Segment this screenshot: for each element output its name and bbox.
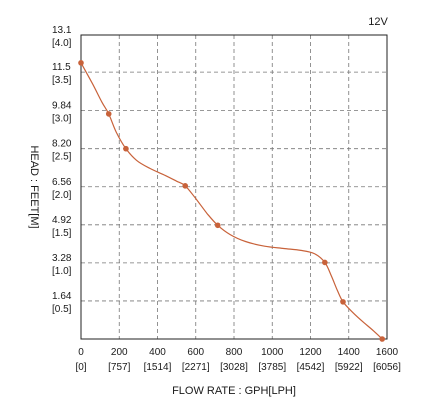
x-tick-label: 400	[149, 347, 166, 358]
y-tick-sublabel: [1.0]	[52, 266, 72, 277]
y-tick-sublabel: [2.0]	[52, 190, 72, 201]
grid-lines	[81, 35, 387, 339]
x-tick-label: 0	[78, 347, 84, 358]
y-tick-label: 9.84	[52, 101, 72, 112]
y-axis-title: HEAD : FEET[M]	[28, 145, 40, 228]
x-axis-ticks: 0 [0] 200 [757] 400 [1514] 600 [2271] 800 [3028] 1…	[75, 347, 401, 373]
data-point-marker	[322, 259, 328, 266]
plot-frame	[80, 34, 388, 340]
data-point-marker	[340, 299, 346, 305]
pump-curve-line	[80, 62, 383, 340]
x-tick-label: 600	[187, 347, 204, 358]
x-tick-label: 1400	[338, 347, 361, 358]
x-tick-sublabel: [757]	[108, 362, 130, 373]
y-tick-sublabel: [1.5]	[52, 228, 72, 239]
x-axis-title: FLOW RATE : GPH[LPH]	[172, 385, 296, 397]
y-axis-ticks: 1.64 [0.5] 3.28 [1.0] 4.92 [1.5] 6.56 [2.0] 8.20…	[52, 25, 72, 315]
x-tick-label: 1000	[261, 347, 284, 358]
y-tick-label: 13.1	[52, 25, 72, 36]
data-point-marker	[182, 183, 189, 189]
data-point-marker	[379, 336, 386, 342]
x-tick-label: 200	[111, 347, 128, 358]
x-tick-sublabel: [2271]	[182, 362, 210, 373]
x-tick-sublabel: [6056]	[373, 362, 401, 373]
x-tick-label: 1200	[299, 347, 322, 358]
x-tick-label: 1600	[376, 347, 399, 358]
data-point-marker	[105, 111, 112, 117]
y-tick-label: 6.56	[52, 177, 72, 188]
voltage-label: 12V	[368, 16, 388, 28]
y-tick-label: 3.28	[52, 253, 72, 264]
data-markers	[78, 60, 386, 342]
data-point-marker	[214, 222, 221, 229]
x-tick-sublabel: [5922]	[335, 362, 363, 373]
x-tick-sublabel: [3028]	[220, 362, 248, 373]
y-tick-sublabel: [2.5]	[52, 152, 72, 163]
x-tick-label: 800	[226, 347, 243, 358]
data-point-marker	[123, 145, 129, 152]
x-tick-sublabel: [0]	[75, 362, 86, 373]
y-tick-sublabel: [0.5]	[52, 304, 72, 315]
x-tick-sublabel: [3785]	[258, 362, 286, 373]
y-tick-label: 11.5	[52, 62, 71, 73]
y-tick-label: 8.20	[52, 139, 72, 150]
y-tick-label: 4.92	[52, 215, 72, 226]
y-tick-sublabel: [3.0]	[52, 114, 72, 125]
x-tick-sublabel: [4542]	[297, 362, 325, 373]
data-point-marker	[78, 60, 84, 66]
y-tick-sublabel: [4.0]	[52, 38, 72, 49]
x-tick-sublabel: [1514]	[144, 362, 172, 373]
y-tick-sublabel: [3.5]	[52, 75, 72, 86]
y-tick-label: 1.64	[52, 291, 72, 302]
